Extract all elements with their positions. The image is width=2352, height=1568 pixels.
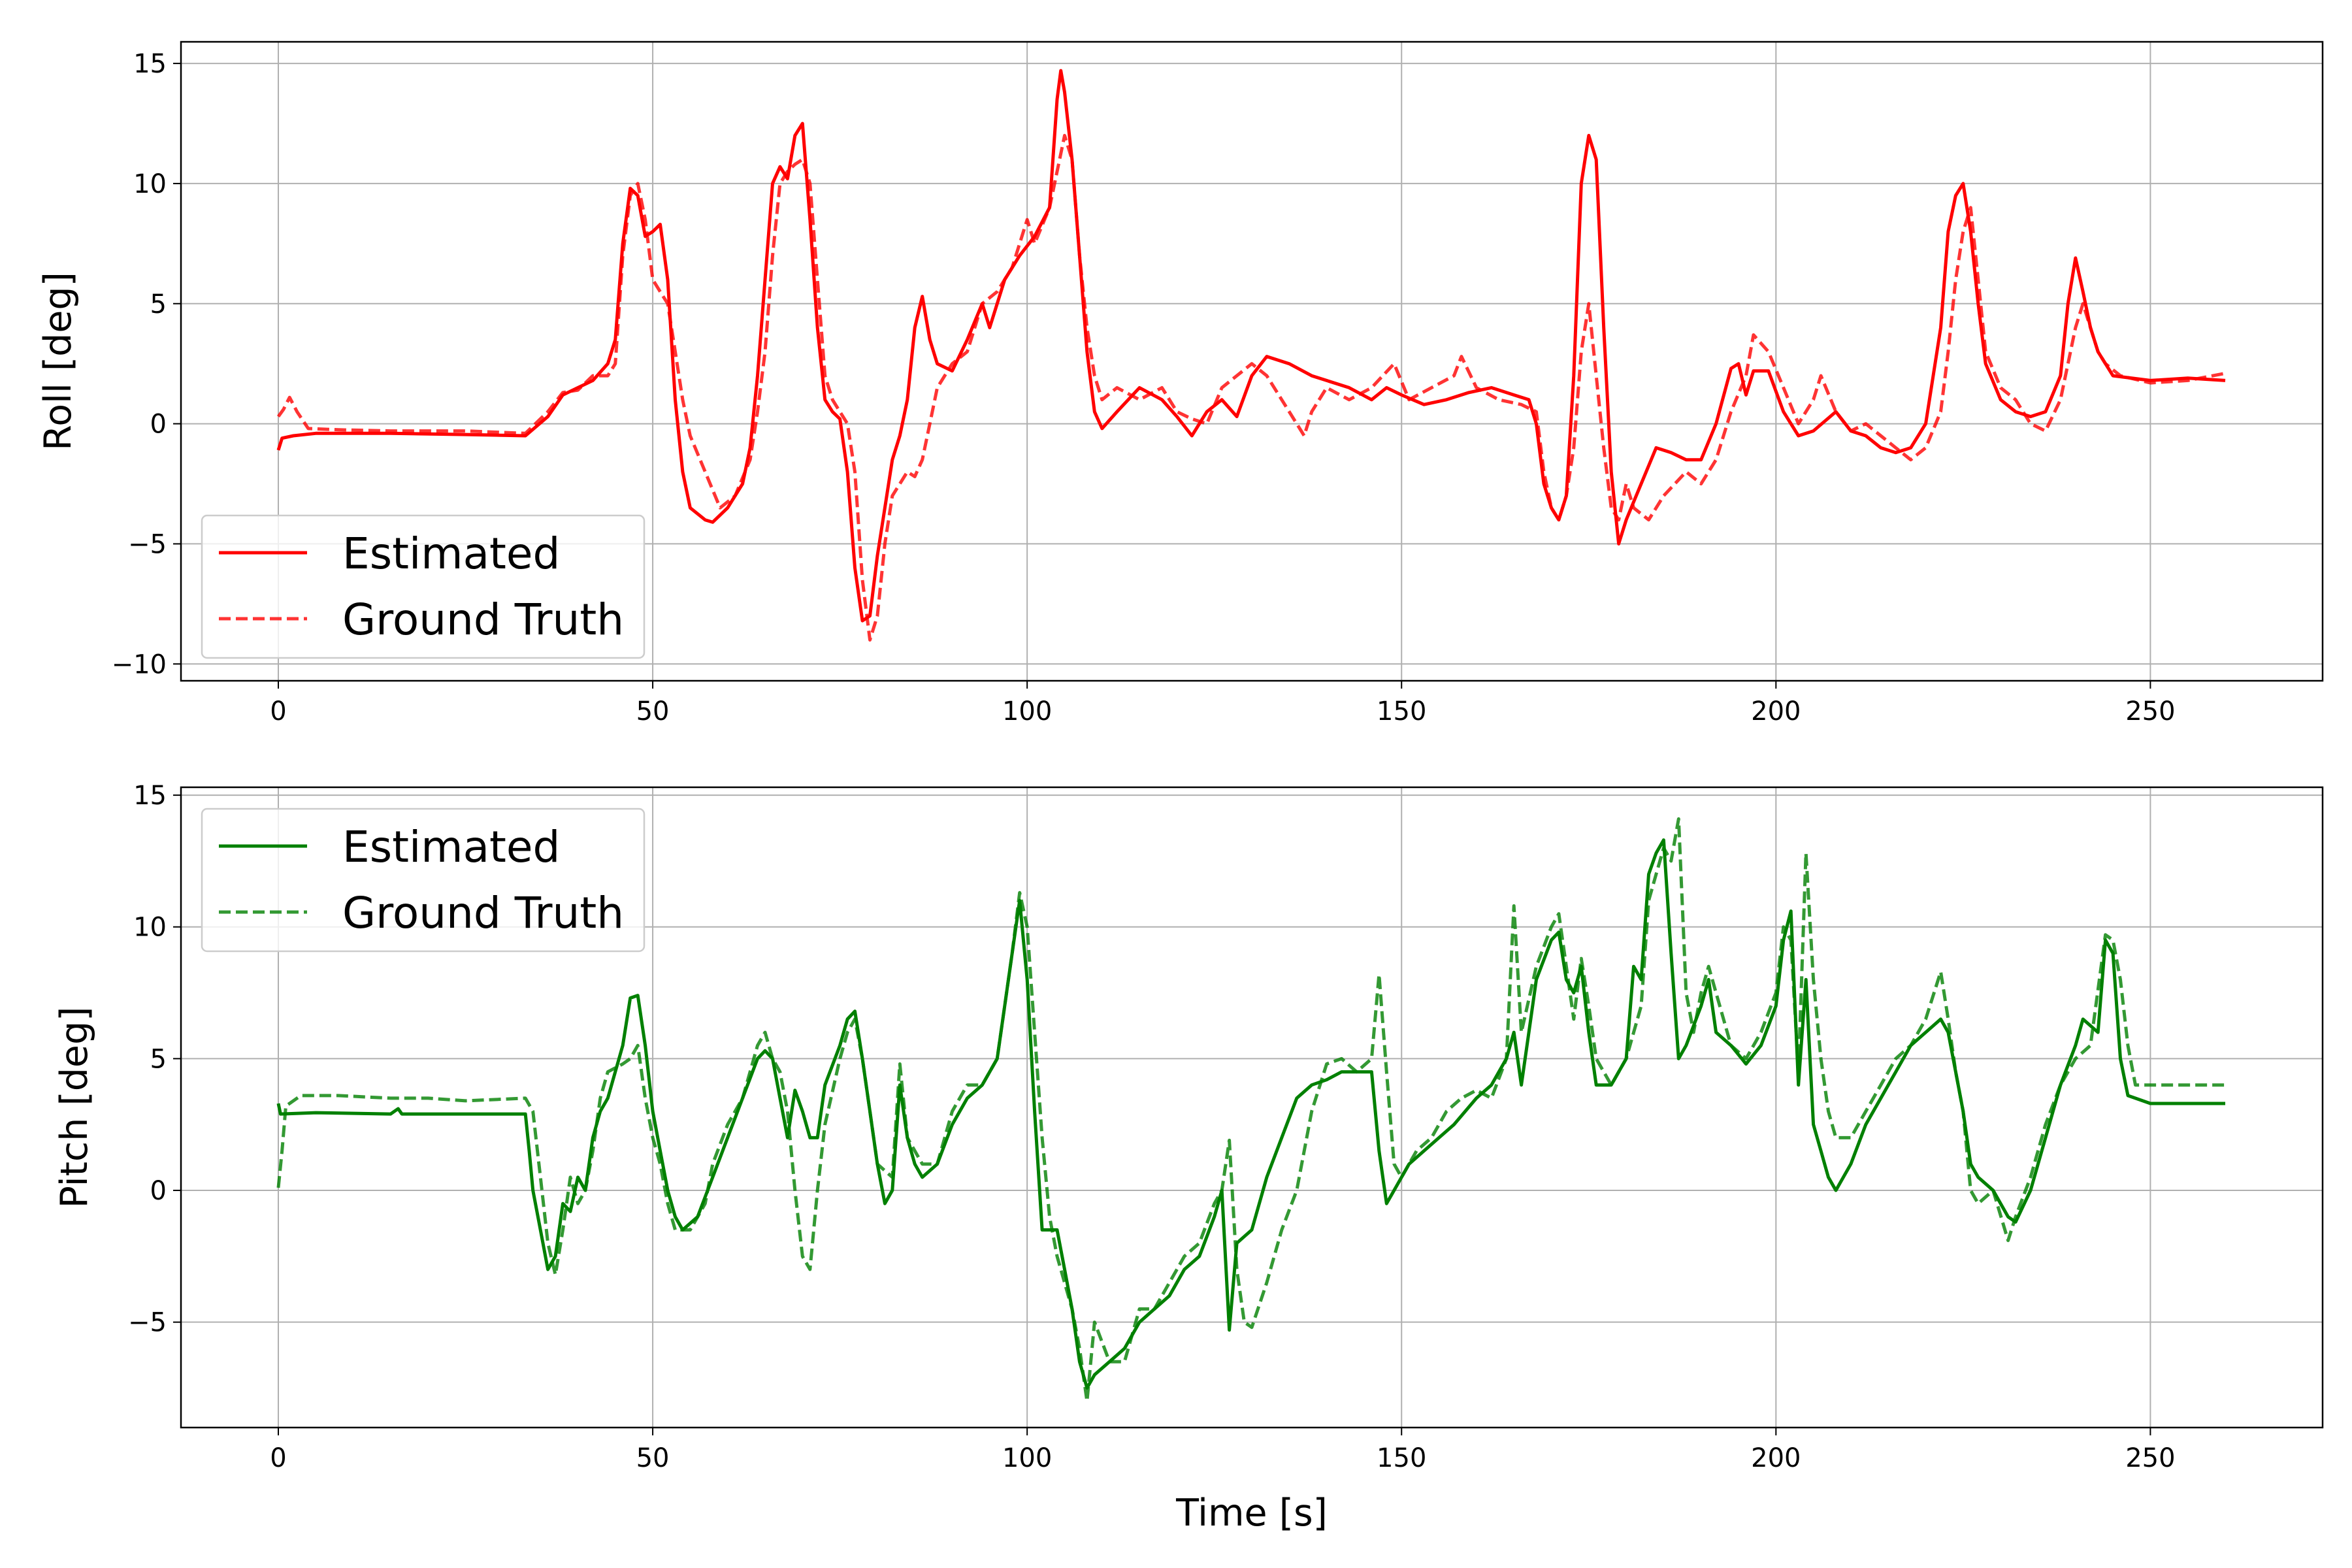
roll-x-tick-label-0: 0 <box>270 696 286 727</box>
roll-y-tick-label-2: 0 <box>150 410 167 440</box>
roll-x-tick-label-5: 250 <box>2125 696 2175 727</box>
pitch-ground-truth-line <box>276 817 2225 1403</box>
pitch-y-tick-label-1: 0 <box>150 1176 167 1206</box>
roll-y-tick-label-3: 5 <box>150 289 167 319</box>
roll-ground-truth-line <box>276 133 2226 642</box>
roll-y-tick-label-1: −5 <box>128 529 167 559</box>
roll-x-tick-label-1: 50 <box>636 696 670 727</box>
pitch-x-tick-label-4: 200 <box>1751 1443 1801 1473</box>
pitch-x-tick-label-1: 50 <box>636 1443 670 1473</box>
roll-x-tick-label-2: 100 <box>1002 696 1052 727</box>
pitch-subplot: 0 50 100 150 200 250 −5 0 5 10 15 Pitch [deg] Time… <box>53 781 2324 1535</box>
pitch-y-tick-label-4: 15 <box>133 781 167 811</box>
pitch-axes-frame <box>180 786 2324 1429</box>
roll-y-tick-label-5: 15 <box>133 49 167 79</box>
pitch-x-tick-label-2: 100 <box>1002 1443 1052 1473</box>
roll-axes-frame <box>180 41 2324 682</box>
pitch-x-tick-label-3: 150 <box>1377 1443 1426 1473</box>
x-axis-label: Time [s] <box>1175 1492 1328 1535</box>
pitch-x-tick-label-5: 250 <box>2125 1443 2175 1473</box>
roll-legend-estimated-label: Estimated <box>342 529 560 579</box>
roll-x-tick-label-4: 200 <box>1751 696 1801 727</box>
roll-estimated-line <box>276 69 2226 623</box>
pitch-y-tick-label-0: −5 <box>128 1308 167 1338</box>
pitch-y-axis-label: Pitch [deg] <box>53 1007 96 1209</box>
roll-y-tick-label-4: 10 <box>133 169 167 199</box>
pitch-x-tick-label-0: 0 <box>270 1443 286 1473</box>
roll-y-axis-label: Roll [deg] <box>37 272 80 451</box>
roll-ticks: 0 50 100 150 200 250 −10 −5 0 5 10 15 <box>112 49 2176 727</box>
roll-x-tick-label-3: 150 <box>1377 696 1426 727</box>
roll-subplot: 0 50 100 150 200 250 −10 −5 0 5 10 15 Roll [deg] Es… <box>37 41 2324 727</box>
pitch-y-tick-label-2: 5 <box>150 1044 167 1074</box>
roll-y-tick-label-0: −10 <box>112 649 167 679</box>
roll-series <box>276 69 2226 642</box>
roll-legend-box <box>201 514 645 659</box>
pitch-legend-ground-truth-label: Ground Truth <box>342 888 624 938</box>
roll-grid <box>181 42 2323 681</box>
pitch-series <box>276 817 2225 1403</box>
pitch-legend-box <box>201 808 645 953</box>
roll-legend-ground-truth-label: Ground Truth <box>342 595 624 645</box>
pitch-legend: Estimated Ground Truth <box>201 808 645 953</box>
roll-legend: Estimated Ground Truth <box>201 514 645 659</box>
pitch-ticks: 0 50 100 150 200 250 −5 0 5 10 15 <box>128 781 2176 1473</box>
pitch-y-tick-label-3: 10 <box>133 913 167 943</box>
pitch-legend-estimated-label: Estimated <box>342 822 560 872</box>
